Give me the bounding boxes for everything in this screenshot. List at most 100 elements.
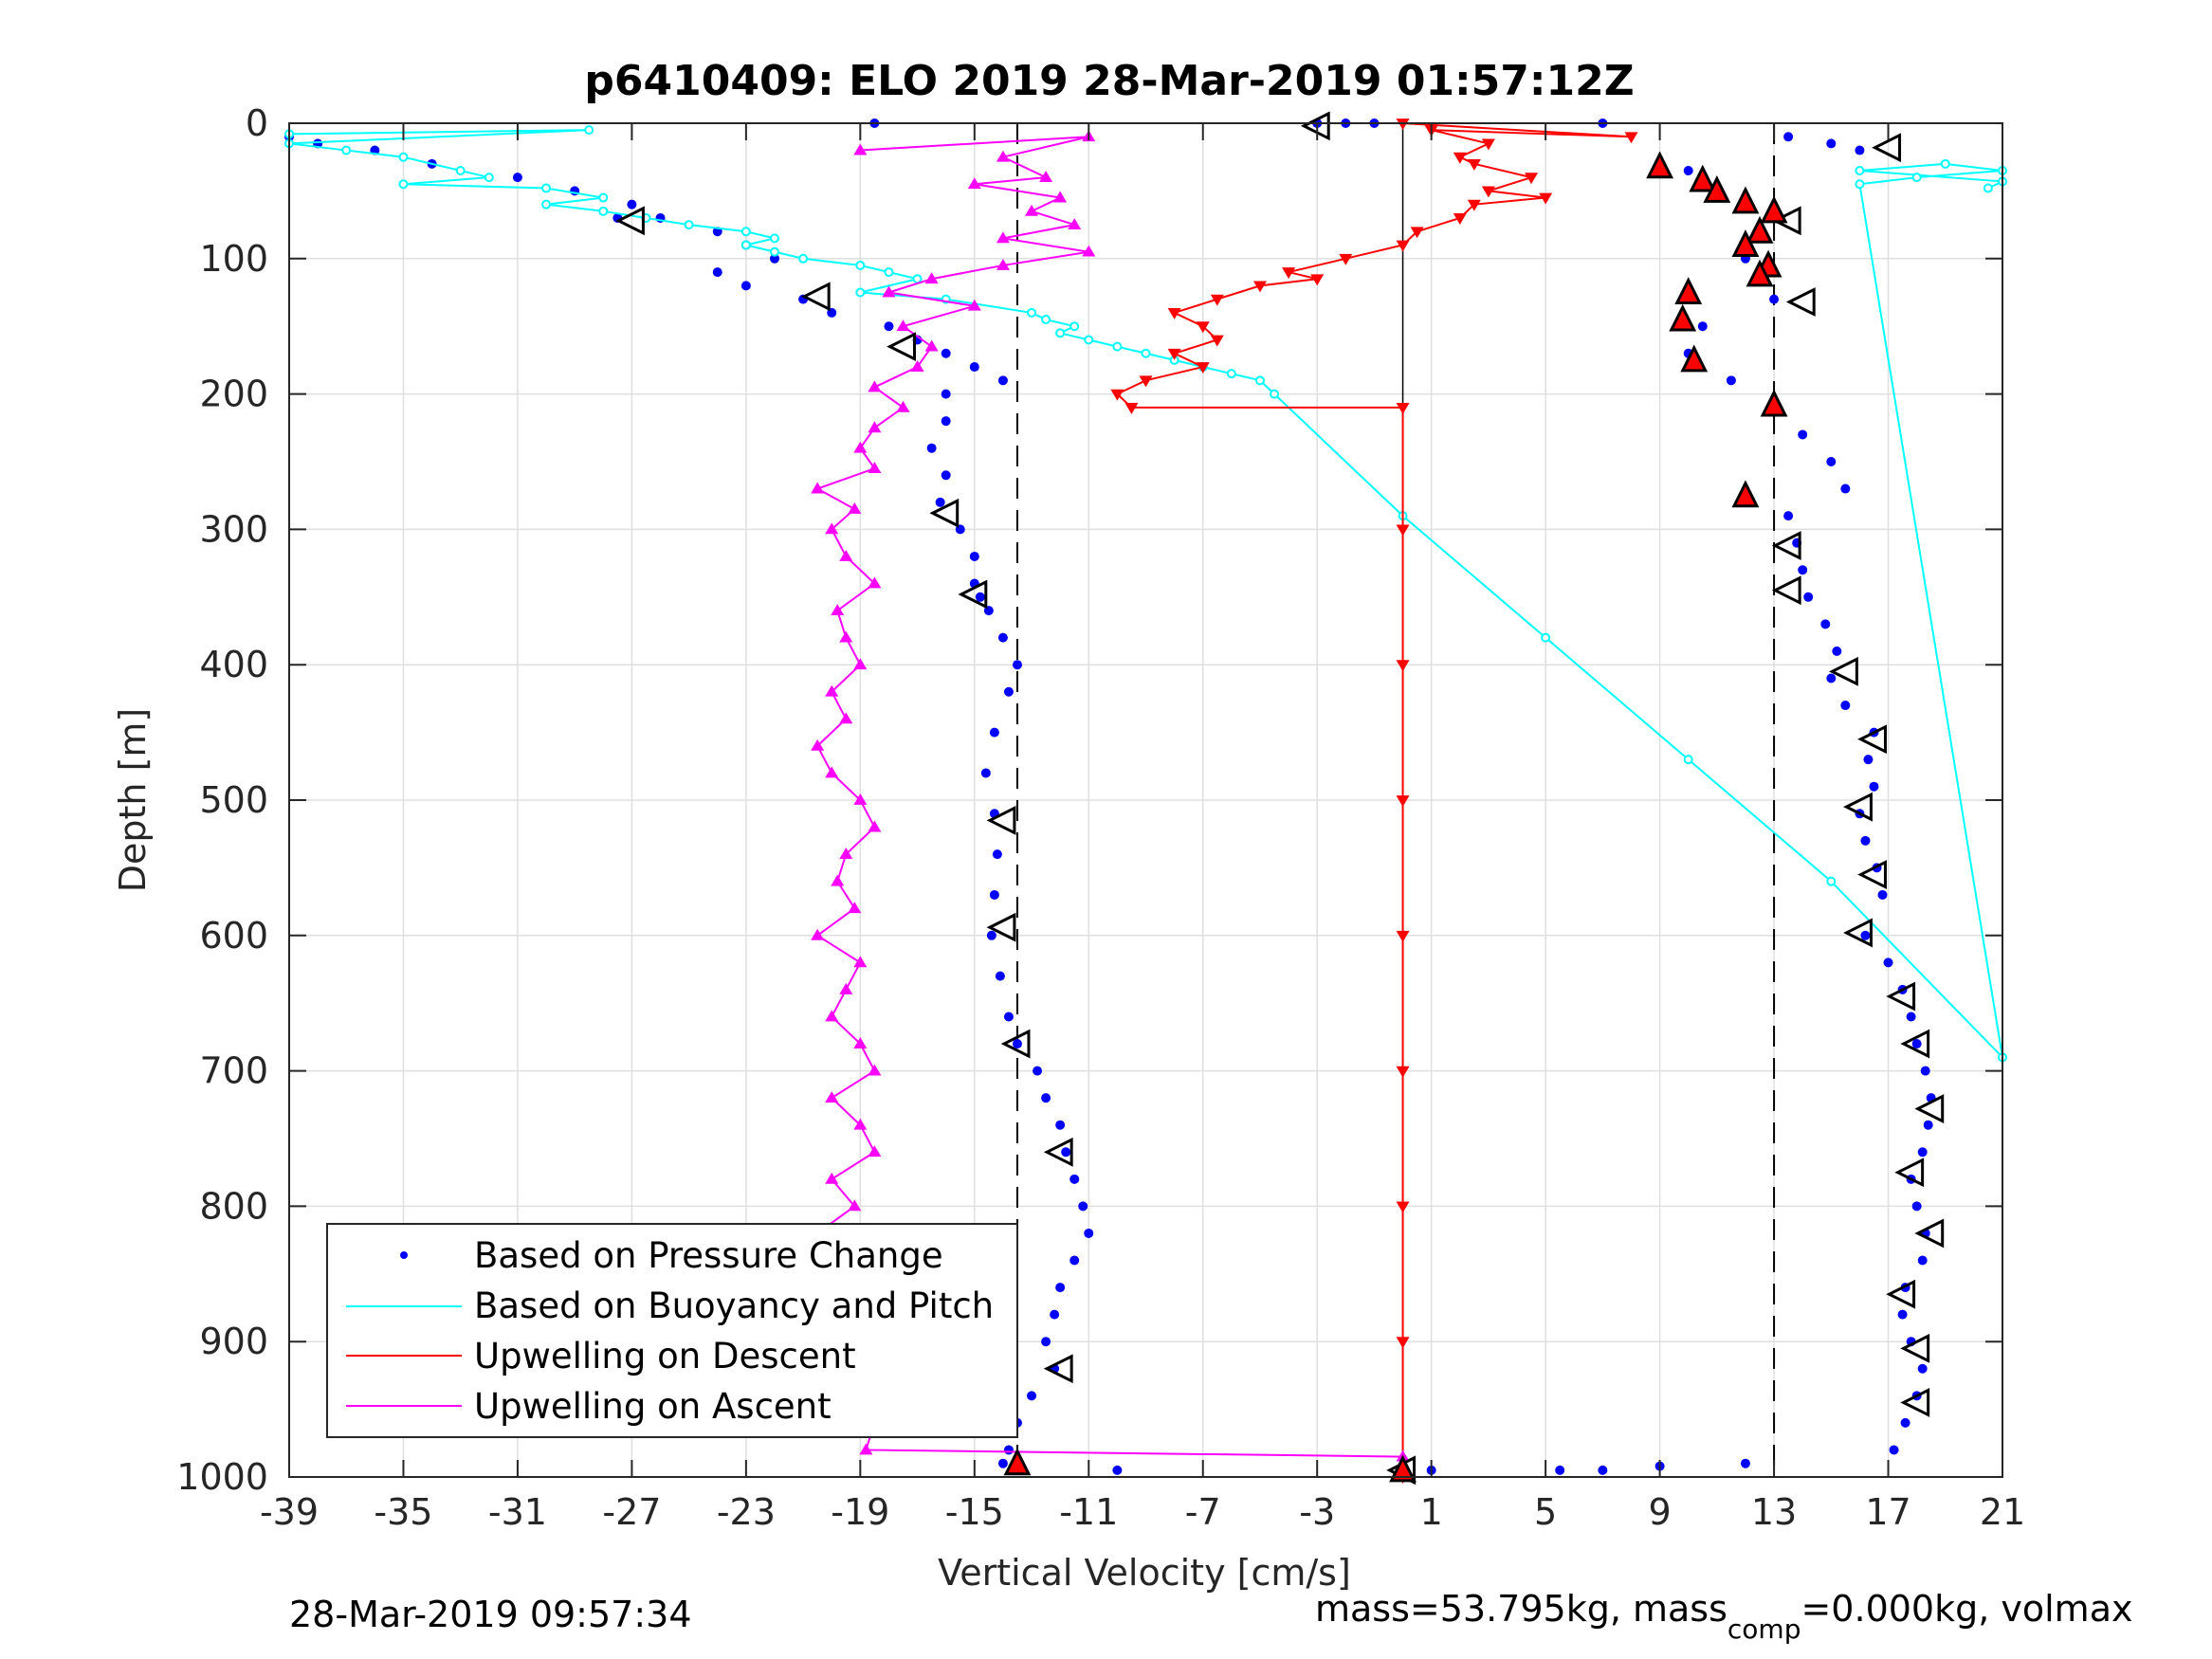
data-point <box>740 281 751 291</box>
data-point <box>868 1064 882 1076</box>
data-point <box>1826 457 1837 466</box>
data-point <box>1481 186 1495 198</box>
data-point <box>1003 686 1014 697</box>
open-triangle-marker <box>929 498 960 528</box>
data-point <box>1683 165 1693 175</box>
data-point <box>1396 402 1410 414</box>
open-triangle-marker <box>1785 287 1816 317</box>
open-triangle-marker <box>1872 133 1902 163</box>
data-point <box>1270 389 1280 399</box>
series-3 <box>811 130 1410 1462</box>
data-point <box>997 1458 1008 1468</box>
data-point <box>1139 375 1153 388</box>
open-triangle-marker <box>1900 1388 1930 1417</box>
x-tick-label: -31 <box>488 1491 547 1533</box>
y-axis-label: Depth [m] <box>112 708 154 893</box>
data-point <box>1855 165 1865 175</box>
data-point <box>1012 1039 1022 1049</box>
data-point <box>1897 1309 1908 1320</box>
x-tick-label: -7 <box>1185 1491 1221 1533</box>
data-point <box>868 576 882 589</box>
data-point <box>969 362 979 373</box>
data-point <box>839 712 853 724</box>
data-point <box>853 1037 868 1048</box>
x-tick-label: 5 <box>1534 1491 1557 1533</box>
data-point <box>1911 1201 1922 1212</box>
data-point <box>1078 1201 1088 1212</box>
axis-ticks: -39 -35 -31 -27 -23 -19 -15 -11 -7 -3 1 5 9 13 17 21010… <box>176 102 2025 1533</box>
data-point <box>740 227 751 237</box>
data-point <box>941 389 951 399</box>
x-tick-label: -35 <box>374 1491 432 1533</box>
data-point <box>1112 1465 1123 1475</box>
data-point <box>1167 348 1181 360</box>
legend-label-buoyancy: Based on Buoyancy and Pitch <box>474 1285 994 1326</box>
data-point <box>598 192 609 203</box>
data-point <box>1525 173 1539 185</box>
legend-label-descent: Upwelling on Descent <box>474 1336 856 1376</box>
data-point <box>980 768 991 778</box>
data-point <box>811 928 825 940</box>
data-point <box>1869 781 1879 792</box>
data-point <box>1541 632 1551 643</box>
data-point <box>884 267 894 278</box>
data-point <box>1053 191 1068 203</box>
data-point <box>684 220 694 230</box>
data-point <box>1983 183 1993 193</box>
data-point <box>1050 1309 1060 1320</box>
data-point <box>1396 1201 1410 1213</box>
data-point <box>1911 173 1922 183</box>
data-point <box>1803 592 1814 602</box>
open-triangle-marker <box>1000 1029 1031 1059</box>
open-triangle-marker <box>1043 1354 1073 1384</box>
filled-triangle-marker <box>1003 1448 1032 1476</box>
data-point <box>868 1145 882 1158</box>
data-point <box>997 375 1008 386</box>
data-point <box>853 658 868 670</box>
data-point <box>1110 389 1124 401</box>
data-point <box>1826 673 1837 684</box>
data-point <box>1124 402 1139 414</box>
x-tick-label: -19 <box>831 1491 889 1533</box>
data-point <box>855 260 866 270</box>
data-point <box>1396 795 1410 807</box>
open-triangle-marker <box>800 282 831 312</box>
data-point <box>941 470 951 481</box>
open-triangle-marker <box>986 912 1016 942</box>
data-point <box>848 501 862 514</box>
legend: Based on Pressure Change Based on Buoyan… <box>326 1223 1018 1438</box>
data-point <box>1826 138 1837 149</box>
open-triangle-marker <box>1857 724 1887 755</box>
data-point <box>853 441 868 453</box>
x-tick-label: -11 <box>1059 1491 1118 1533</box>
data-point <box>1069 321 1080 332</box>
data-point <box>839 848 853 860</box>
y-tick-label: 500 <box>199 779 268 821</box>
filled-triangle-marker <box>1760 195 1788 224</box>
filled-triangle-marker <box>1703 175 1731 203</box>
y-tick-label: 600 <box>199 915 268 957</box>
data-point <box>1396 930 1410 942</box>
data-point <box>1481 138 1495 151</box>
data-point <box>1917 1255 1928 1266</box>
data-point <box>1061 1147 1071 1158</box>
data-point <box>1798 565 1808 575</box>
data-point <box>1069 1174 1080 1184</box>
x-tick-label: -27 <box>602 1491 661 1533</box>
data-point <box>1697 321 1708 332</box>
data-point <box>1033 1066 1043 1076</box>
data-point <box>1769 294 1780 304</box>
data-point <box>1783 511 1794 521</box>
data-point <box>1084 335 1094 345</box>
data-point <box>1820 619 1831 629</box>
x-tick-label: 21 <box>1980 1491 2025 1533</box>
data-point <box>1917 1363 1928 1374</box>
data-point <box>967 177 981 190</box>
data-point <box>1940 158 1950 169</box>
data-point <box>341 145 352 155</box>
data-point <box>1027 307 1037 318</box>
data-point <box>912 274 923 284</box>
y-tick-label: 700 <box>199 1050 268 1092</box>
data-point <box>541 199 552 210</box>
data-point <box>1555 1465 1565 1475</box>
